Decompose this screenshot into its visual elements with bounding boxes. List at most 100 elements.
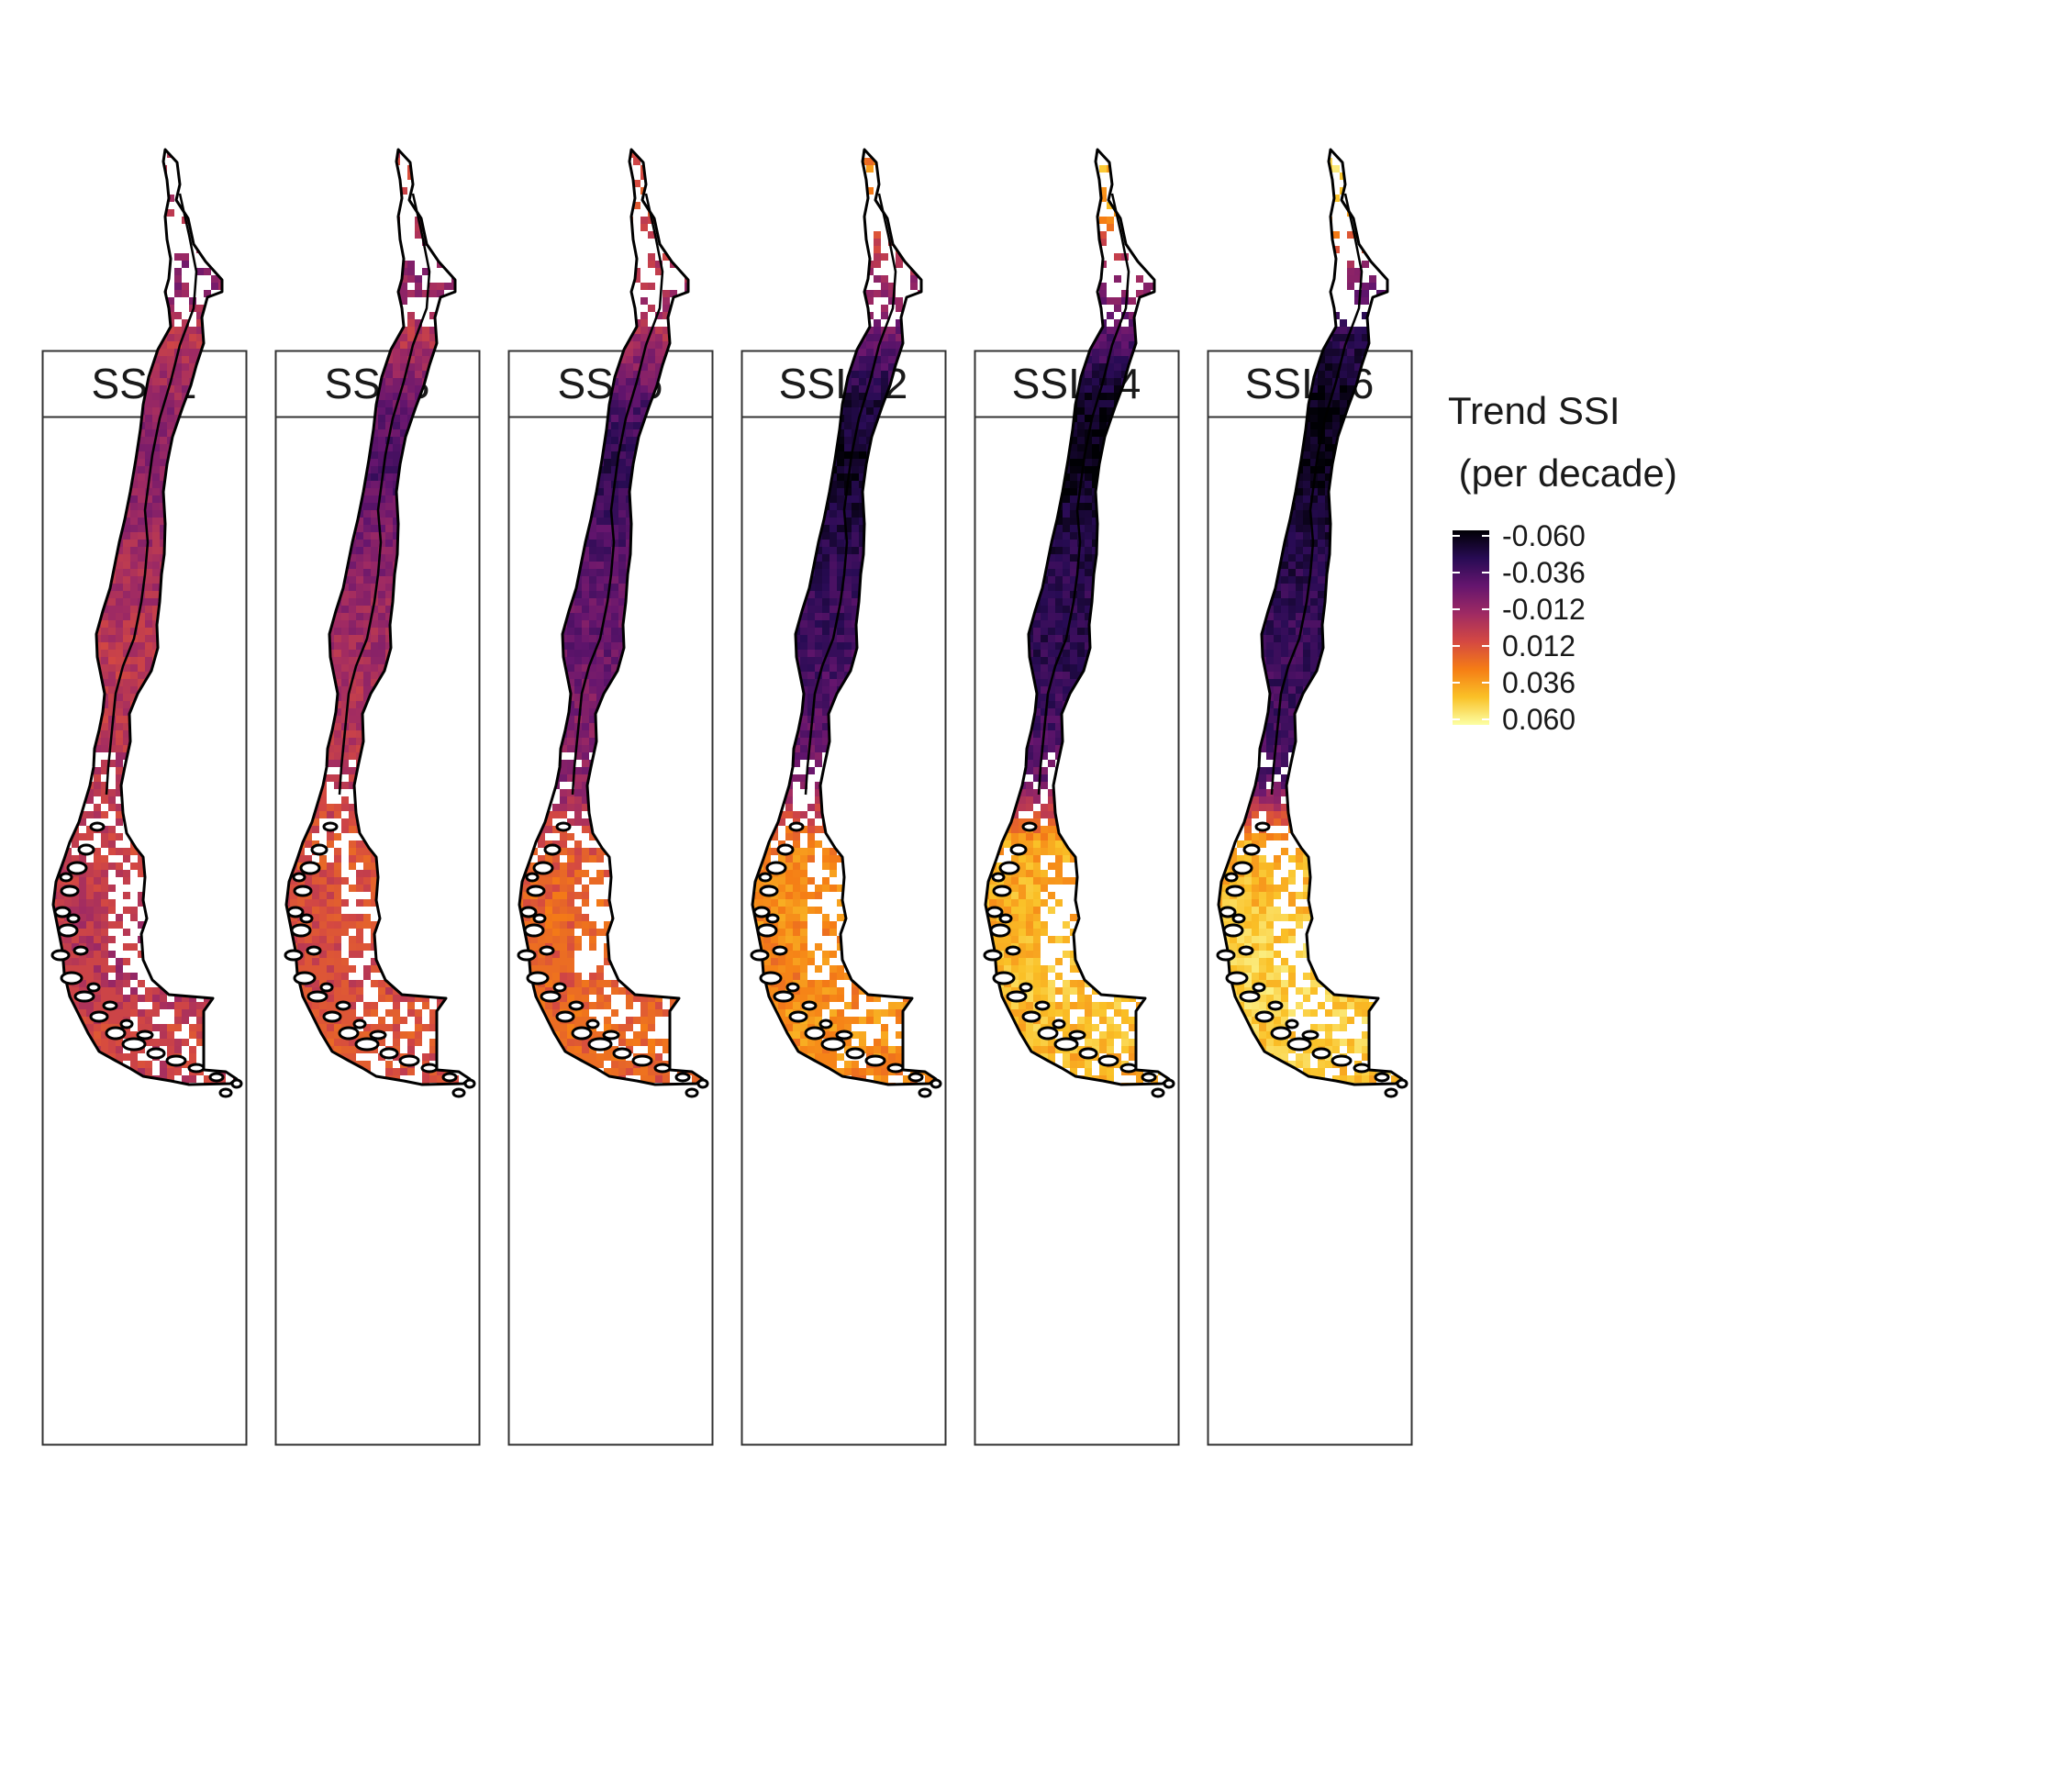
island-outline [165,1054,187,1067]
island-outline [463,1078,476,1089]
island-outline [310,843,328,856]
island-outline [306,990,328,1003]
island-outline [72,945,89,956]
island-outline [60,971,84,985]
island-outline [765,861,787,875]
island-outline [66,913,81,924]
island-outline [1231,861,1253,875]
facet-panels: SSI-1 SSI-3 SSI-6 SSI-12 SSI-24 SSI-36 [41,148,1413,1446]
island-outline [1331,1054,1353,1067]
island-outline [299,913,314,924]
country-outline [518,148,705,1086]
island-outline [765,913,780,924]
island-outline [772,945,788,956]
island-outline [750,949,770,962]
island-outline [758,872,773,883]
island-outline [552,982,567,993]
island-outline [1396,1078,1409,1089]
country-outline [51,148,239,1086]
island-outline [89,1010,109,1023]
island-outline [653,1063,672,1074]
island-outline [773,990,795,1003]
island-outline [136,1030,154,1041]
legend-title-line1: Trend SSI [1448,389,1620,432]
island-outline [286,906,305,918]
island-outline [526,885,546,897]
island-outline [218,1087,233,1098]
facet-panel: SSI-3 [274,148,481,1446]
country-outline [751,148,938,1086]
island-outline [918,1087,932,1098]
island-outline [907,1072,924,1083]
island-outline [696,1078,709,1089]
island-outline [119,1018,134,1030]
island-outline [1231,913,1246,924]
legend-tick-label: -0.036 [1502,556,1586,589]
island-outline [1119,1063,1138,1074]
island-outline [1078,1047,1098,1060]
island-outline [539,945,555,956]
island-outline [89,821,106,832]
island-outline [930,1078,942,1089]
island-outline [121,1037,147,1052]
island-outline [1224,872,1239,883]
island-outline [788,1010,808,1023]
facet-panel: SSI-1 [41,148,248,1446]
legend-tick-label: -0.012 [1502,593,1586,626]
legend-tick-label: 0.012 [1502,629,1576,662]
island-outline [820,1037,846,1052]
legend-tick-label: -0.060 [1502,519,1586,552]
region-boundary [1037,193,1130,796]
island-outline [1254,821,1271,832]
island-outline [230,1078,243,1089]
island-outline [804,1026,826,1041]
legend-title-line2: (per decade) [1448,451,1677,495]
island-outline [801,1000,818,1011]
island-outline [864,1054,886,1067]
island-outline [983,949,1003,962]
island-outline [335,1000,351,1011]
island-outline [57,923,79,938]
facet-panel: SSI-6 [507,148,714,1446]
island-outline [759,971,783,985]
island-outline [985,906,1004,918]
region-boundary [571,193,664,796]
facet-panel: SSI-24 [974,148,1180,1446]
island-outline [532,913,547,924]
island-outline [1384,1087,1398,1098]
island-outline [1141,1072,1157,1083]
island-outline [1222,923,1244,938]
region-boundary [338,193,431,796]
island-outline [208,1072,225,1083]
island-outline [992,971,1016,985]
island-outline [105,1026,127,1041]
island-outline [587,1037,613,1052]
island-outline [1225,885,1245,897]
island-outline [86,982,101,993]
island-outline [290,923,312,938]
island-outline [1163,1078,1175,1089]
region-boundary [105,193,198,796]
island-outline [187,1063,206,1074]
island-outline [60,885,80,897]
island-outline [1216,949,1236,962]
island-outline [1353,1063,1371,1074]
island-outline [568,1000,585,1011]
island-outline [66,861,88,875]
island-outline [1034,1000,1051,1011]
island-outline [306,945,322,956]
island-outline [441,1072,458,1083]
country-outline [284,148,472,1086]
island-outline [146,1047,166,1060]
island-outline [1238,945,1254,956]
island-outline [526,971,550,985]
island-outline [1019,982,1033,993]
island-outline [322,1010,342,1023]
island-outline [1374,1072,1390,1083]
island-outline [1285,1018,1299,1030]
island-outline [612,1047,632,1060]
island-outline [1270,1026,1292,1041]
island-outline [293,971,317,985]
